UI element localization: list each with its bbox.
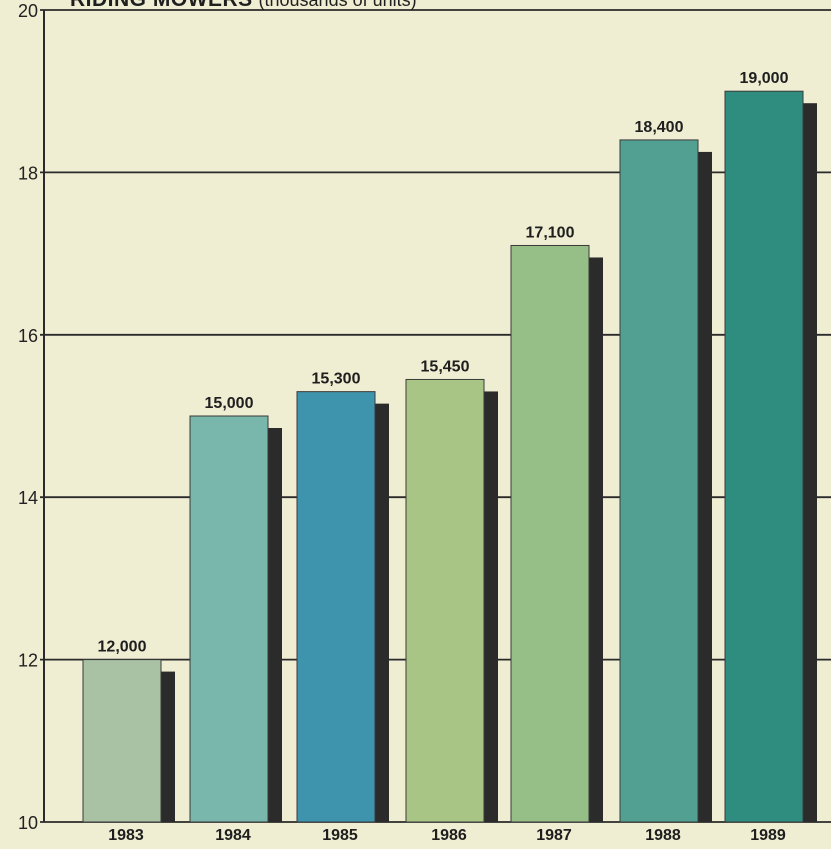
data-label-1985: 15,300 bbox=[312, 371, 361, 388]
data-label-1986: 15,450 bbox=[421, 358, 470, 375]
x-tick-label-1984: 1984 bbox=[215, 827, 251, 844]
chart-subtitle: (thousands of units) bbox=[258, 0, 417, 10]
bar-1985 bbox=[296, 391, 376, 823]
y-tick-label-12: 12 bbox=[18, 651, 38, 671]
bar-1986 bbox=[405, 378, 485, 823]
bar-1988 bbox=[619, 139, 699, 823]
data-label-1989: 19,000 bbox=[740, 70, 789, 87]
bar-1983 bbox=[82, 659, 162, 823]
y-tick-label-16: 16 bbox=[18, 326, 38, 346]
chart-title-main: RIDING MOWERS bbox=[70, 0, 253, 11]
y-tick-label-14: 14 bbox=[18, 488, 38, 508]
x-tick-label-1989: 1989 bbox=[750, 827, 786, 844]
data-label-1984: 15,000 bbox=[205, 395, 254, 412]
x-tick-label-1986: 1986 bbox=[431, 827, 467, 844]
data-label-1988: 18,400 bbox=[635, 119, 684, 136]
x-tick-label-1983: 1983 bbox=[108, 827, 144, 844]
bar-1984 bbox=[189, 415, 269, 823]
x-tick-label-1985: 1985 bbox=[322, 827, 358, 844]
bar-1989 bbox=[724, 90, 804, 823]
data-label-1983: 12,000 bbox=[98, 639, 147, 656]
bar-1987 bbox=[510, 244, 590, 823]
x-tick-label-1987: 1987 bbox=[536, 827, 572, 844]
data-label-1987: 17,100 bbox=[526, 224, 575, 241]
chart-title: RIDING MOWERS (thousands of units) bbox=[70, 0, 417, 11]
y-tick-label-10: 10 bbox=[18, 813, 38, 833]
y-tick-label-18: 18 bbox=[18, 163, 38, 183]
x-tick-label-1988: 1988 bbox=[645, 827, 681, 844]
y-tick-label-20: 20 bbox=[18, 1, 38, 21]
